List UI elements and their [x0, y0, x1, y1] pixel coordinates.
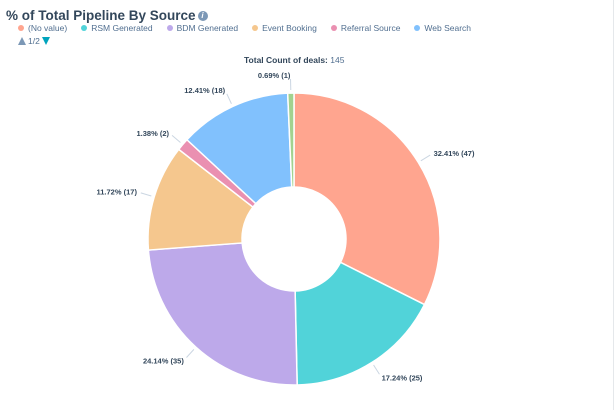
legend-item[interactable]: BDM Generated [166, 23, 239, 33]
label-leader-line [420, 154, 431, 162]
donut-slice[interactable] [147, 242, 298, 386]
legend-item[interactable]: Web Search [414, 23, 471, 33]
legend-label: Event Booking [262, 23, 317, 33]
total-count: Total Count of deals: 145 [244, 55, 344, 65]
legend-page-indicator: 1/2 [28, 36, 40, 46]
label-leader-line [171, 135, 181, 143]
total-count-label: Total Count of deals: [244, 55, 328, 65]
legend-label: (No value) [28, 23, 68, 33]
legend-item[interactable]: Event Booking [252, 23, 317, 33]
legend-swatch [330, 25, 337, 31]
legend-item[interactable]: RSM Generated [81, 23, 153, 33]
label-leader-line [373, 364, 380, 375]
donut-slice[interactable] [294, 261, 426, 386]
legend-swatch [414, 25, 421, 31]
legend-item[interactable]: Referral Source [330, 23, 401, 33]
chart-title: % of Total Pipeline By Source i [6, 8, 208, 23]
label-leader-line [140, 192, 152, 197]
slice-data-label: 17.24% (25) [382, 374, 423, 383]
legend-label: BDM Generated [176, 23, 239, 33]
legend-swatch [252, 25, 259, 31]
slice-data-label: 32.41% (47) [434, 149, 475, 158]
label-leader-line [186, 349, 195, 358]
slice-data-label: 12.41% (18) [184, 86, 225, 95]
donut-slice[interactable] [286, 92, 295, 188]
legend: (No value) RSM Generated BDM Generated Even… [18, 23, 471, 33]
legend-prev-page-icon[interactable] [18, 37, 26, 45]
slice-data-label: 1.38% (2) [136, 129, 169, 138]
panel-border [613, 0, 614, 410]
slice-data-label: 11.72% (17) [97, 188, 138, 197]
label-leader-line [226, 93, 232, 104]
legend-next-page-icon[interactable] [41, 37, 50, 45]
legend-label: Referral Source [340, 23, 401, 33]
info-icon[interactable]: i [197, 10, 208, 21]
donut-slice[interactable] [185, 92, 293, 205]
chart-title-text: % of Total Pipeline By Source [6, 8, 196, 23]
donut-slice[interactable] [293, 92, 441, 306]
legend-swatch [18, 25, 24, 31]
slice-data-label: 24.14% (35) [143, 356, 184, 365]
legend-swatch [166, 25, 173, 31]
legend-label: RSM Generated [91, 23, 153, 33]
legend-pager: 1/2 [18, 36, 50, 46]
legend-swatch [81, 25, 88, 31]
legend-label: Web Search [424, 23, 472, 33]
legend-item[interactable]: (No value) [18, 23, 67, 33]
total-count-value: 145 [330, 55, 345, 65]
slice-data-label: 0.69% (1) [258, 71, 291, 80]
